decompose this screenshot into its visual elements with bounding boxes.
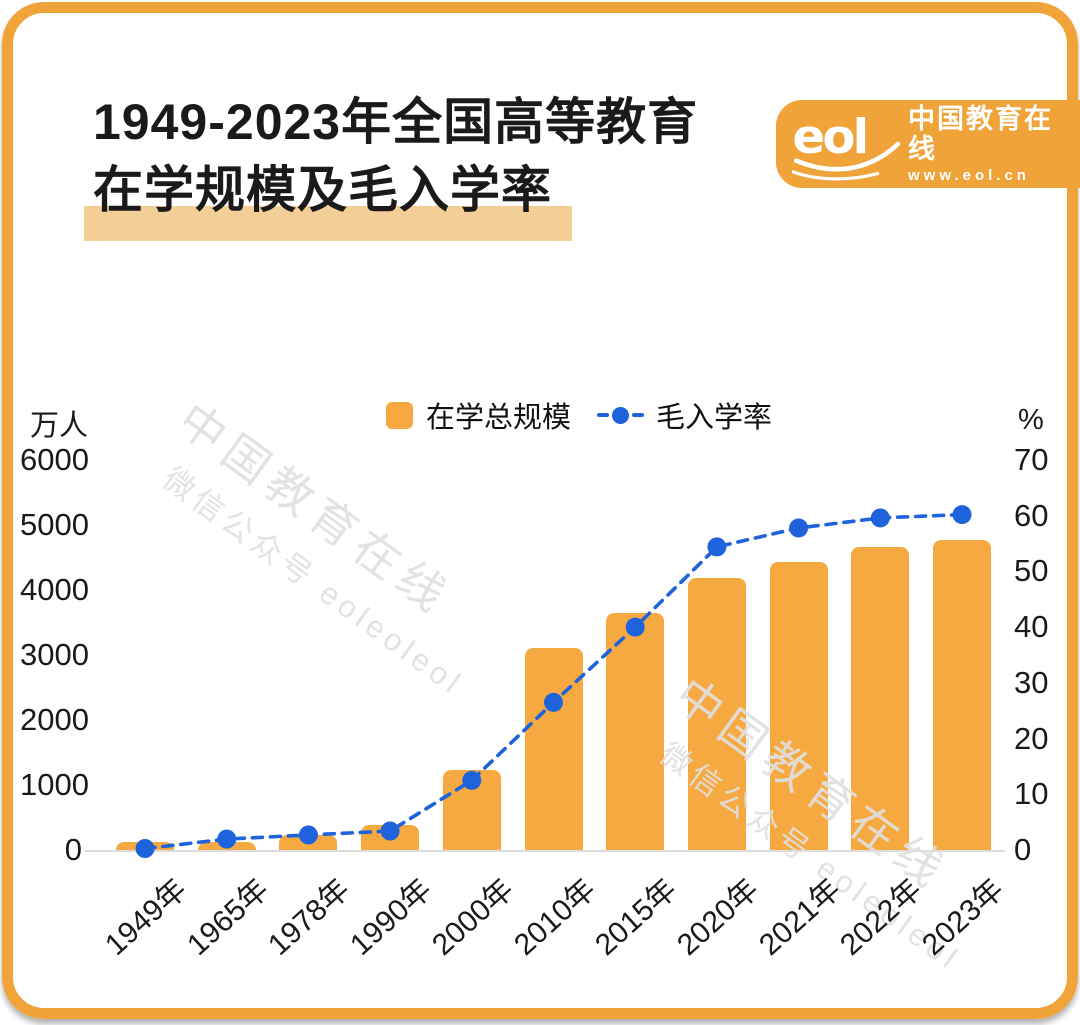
right-axis-tick: 40: [1014, 609, 1049, 645]
brand-website: www.eol.cn: [908, 167, 1030, 184]
data-point-1949年: [135, 839, 155, 859]
right-axis-tick: 30: [1014, 664, 1049, 700]
data-point-2000年: [462, 770, 482, 790]
right-axis-tick: 70: [1014, 442, 1049, 477]
left-axis-tick: 2000: [20, 702, 89, 737]
data-point-2022年: [870, 508, 890, 528]
left-axis-tick: 3000: [20, 637, 89, 672]
bar-2015年: [606, 612, 665, 850]
bar-2023年: [933, 540, 991, 850]
page-title: 1949-2023年全国高等教育 在学规模及毛入学率: [93, 88, 698, 224]
title-line-1: 1949-2023年全国高等教育: [93, 94, 699, 150]
data-point-2015年: [625, 617, 645, 637]
bar-2020年: [687, 578, 746, 850]
right-axis-tick: 20: [1014, 720, 1049, 756]
bar-2010年: [524, 648, 583, 850]
data-point-2010年: [544, 692, 563, 712]
left-axis-tick: 0: [64, 832, 82, 867]
legend-bar-label: 在学总规模: [426, 402, 572, 434]
x-axis-line: [85, 850, 1005, 852]
brand-name: 中国教育在线: [908, 104, 1053, 164]
chart-legend: 在学总规模 毛入学率: [386, 398, 772, 434]
left-axis-unit: 万人: [30, 410, 89, 442]
svg-text:eol: eol: [793, 109, 867, 165]
data-point-2021年: [789, 518, 809, 538]
left-axis-tick: 4000: [20, 572, 89, 607]
data-point-2020年: [707, 537, 727, 557]
right-axis-unit: %: [1018, 404, 1044, 436]
title-line-2: 在学规模及毛入学率: [93, 162, 552, 218]
legend-line-label: 毛入学率: [656, 402, 773, 434]
title-highlight-band: [84, 206, 572, 241]
bar-2021年: [769, 562, 828, 850]
legend-bar-swatch: [386, 401, 413, 429]
right-axis-tick: 0: [1014, 832, 1032, 867]
right-axis-tick: 50: [1014, 553, 1049, 589]
data-point-1978年: [298, 825, 318, 845]
right-axis-tick: 10: [1014, 776, 1049, 812]
brand-logo-box: eol 中国教育在线 www.eol.cn: [776, 100, 1080, 188]
left-axis-tick: 1000: [20, 767, 89, 802]
right-axis-tick: 60: [1014, 497, 1049, 533]
left-axis-tick: 6000: [20, 442, 89, 477]
data-point-2023年: [952, 505, 972, 525]
left-axis-tick: 5000: [20, 507, 89, 542]
eol-logo-icon: eol: [792, 109, 901, 181]
bar-2022年: [851, 547, 910, 850]
data-point-1965年: [217, 829, 237, 849]
data-point-1990年: [380, 821, 400, 841]
legend-line-dot-icon: [597, 406, 645, 424]
